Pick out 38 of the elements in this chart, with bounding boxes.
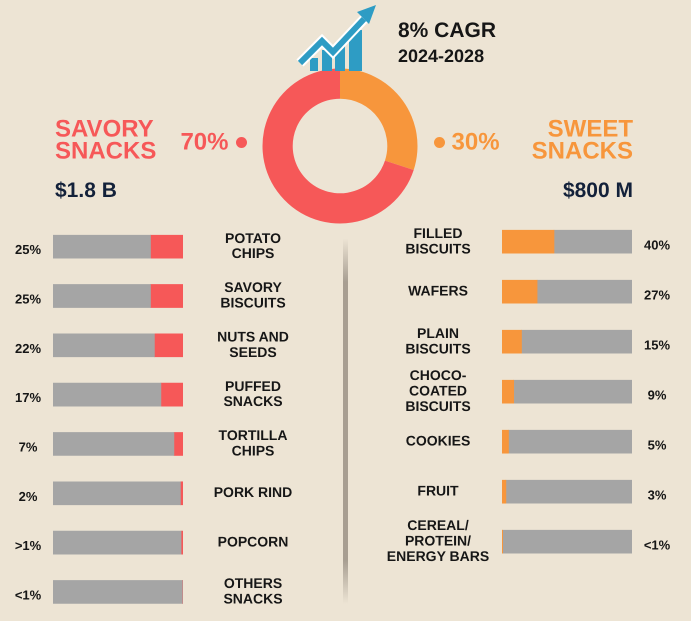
data-label: 25% xyxy=(14,242,42,258)
data-label: 7% xyxy=(18,440,38,455)
y-tick-label: OTHERS SNACKS xyxy=(223,575,283,606)
y-tick-label: PUFFED SNACKS xyxy=(223,378,283,410)
y-tick-label: FRUIT xyxy=(417,482,460,499)
y-tick-label: CHOCO- COATED BISCUITS xyxy=(405,367,471,414)
y-tick-label: WAFERS xyxy=(408,282,468,299)
data-label: 27% xyxy=(644,287,670,302)
y-tick-label: PORK RIND xyxy=(214,484,292,500)
data-label: 5% xyxy=(648,437,667,452)
data-label: 70% xyxy=(180,128,228,156)
data-label: 2% xyxy=(18,488,38,504)
text: 2024-2028 xyxy=(398,46,484,66)
data-label: <1% xyxy=(14,588,42,603)
data-label: 9% xyxy=(648,387,667,402)
y-tick-label: PLAIN BISCUITS xyxy=(405,324,471,356)
y-tick-label: POPCORN xyxy=(218,533,288,550)
data-label: 25% xyxy=(14,292,42,307)
chart-title: SWEET SNACKS xyxy=(532,116,634,165)
y-tick-label: COOKIES xyxy=(406,432,470,449)
data-label: <1% xyxy=(644,537,671,552)
y-tick-label: NUTS AND SEEDS xyxy=(217,328,289,360)
y-tick-label: POTATO CHIPS xyxy=(225,230,282,262)
data-label: 15% xyxy=(644,337,670,352)
data-label: 40% xyxy=(644,237,670,252)
data-label: 22% xyxy=(14,340,42,356)
text: 8% CAGR xyxy=(398,18,496,42)
data-label: 30% xyxy=(452,128,500,156)
chart-subtitle: $1.8 B xyxy=(55,178,117,202)
data-label: 3% xyxy=(648,487,667,502)
data-label: 17% xyxy=(14,390,42,406)
y-tick-label: TORTILLA CHIPS xyxy=(218,427,288,459)
chart-title: SAVORY SNACKS xyxy=(55,116,156,165)
y-tick-label: FILLED BISCUITS xyxy=(405,224,471,256)
data-label: >1% xyxy=(14,538,42,554)
chart-subtitle: $800 M xyxy=(562,178,633,202)
y-tick-label: SAVORY BISCUITS xyxy=(220,279,286,311)
y-tick-label: CEREAL/ PROTEIN/ ENERGY BARS xyxy=(386,517,490,564)
